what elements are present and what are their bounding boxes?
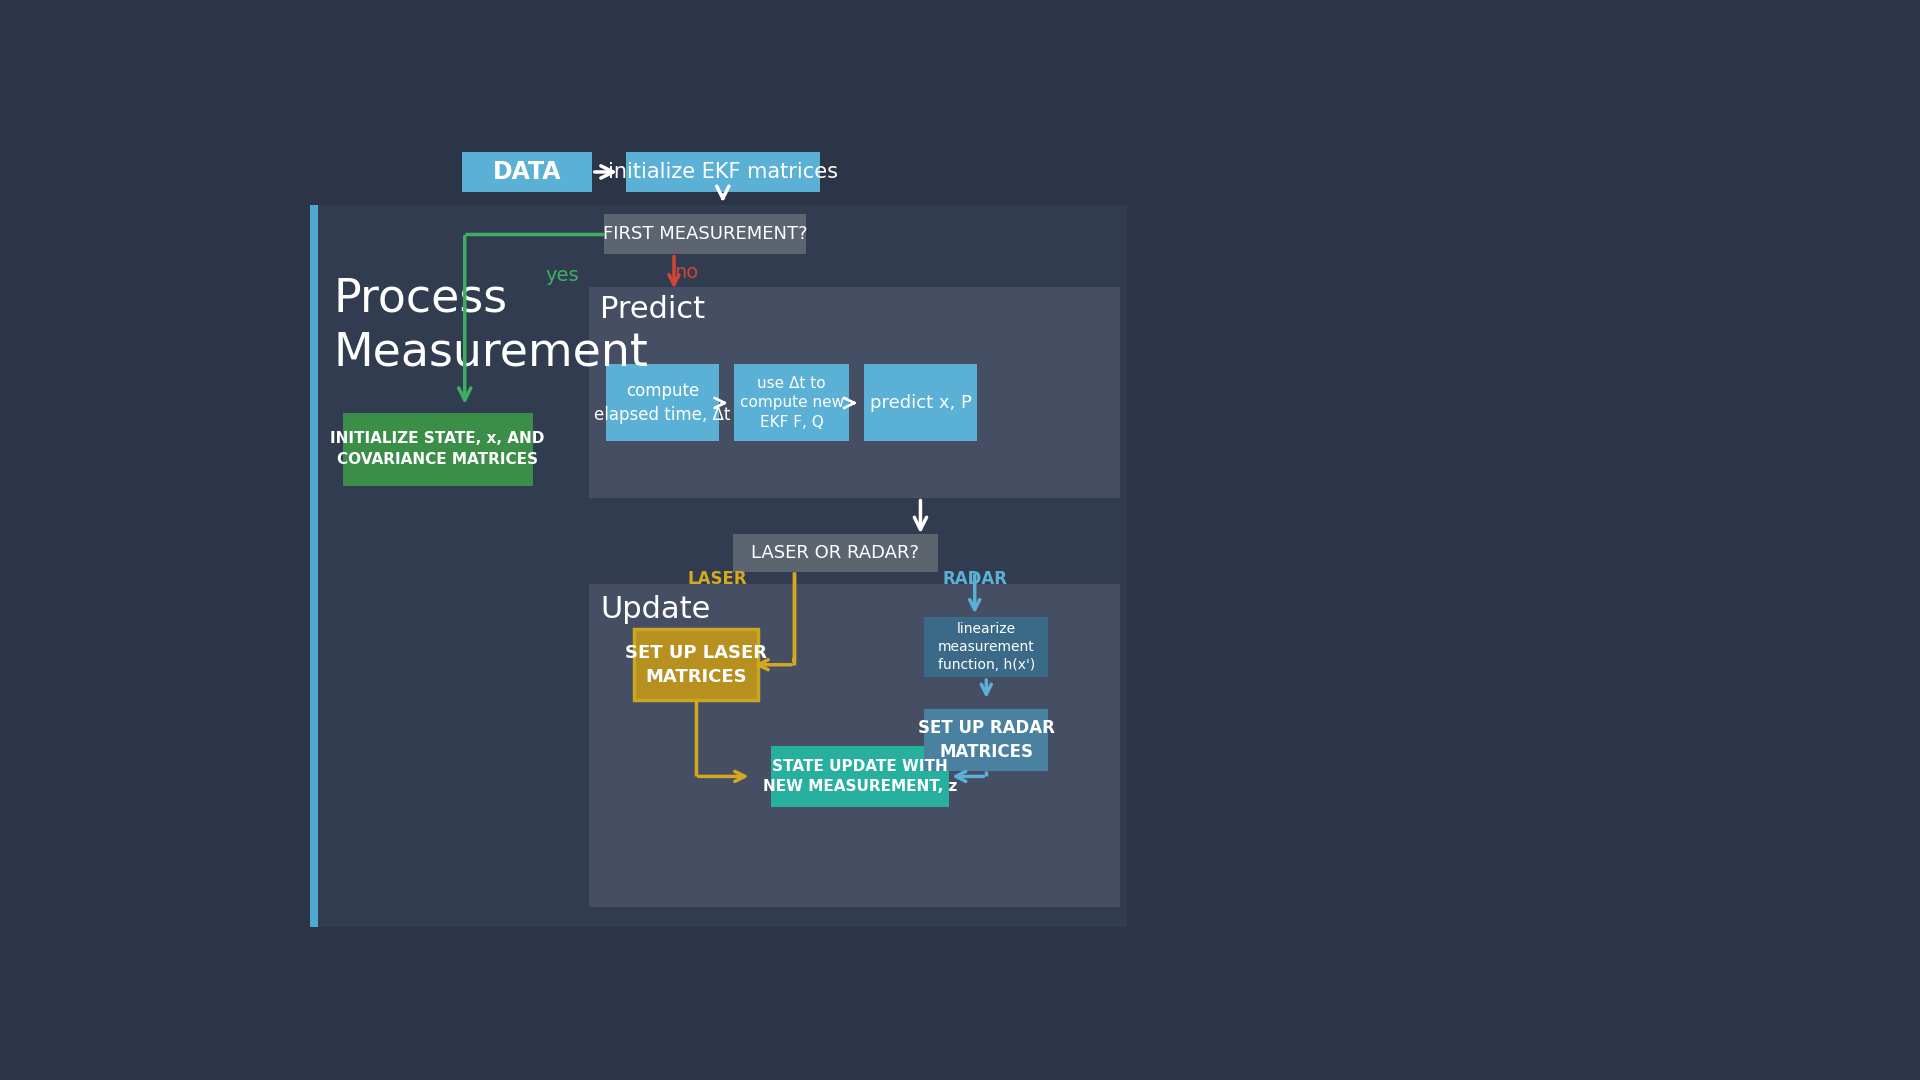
Text: predict x, P: predict x, P <box>870 394 972 411</box>
FancyBboxPatch shape <box>309 205 319 927</box>
Text: INITIALIZE STATE, x, AND
COVARIANCE MATRICES: INITIALIZE STATE, x, AND COVARIANCE MATR… <box>330 431 545 468</box>
FancyBboxPatch shape <box>770 745 948 807</box>
FancyBboxPatch shape <box>735 364 849 442</box>
FancyBboxPatch shape <box>605 214 806 254</box>
Text: LASER: LASER <box>687 570 747 589</box>
Text: STATE UPDATE WITH
NEW MEASUREMENT, z: STATE UPDATE WITH NEW MEASUREMENT, z <box>762 759 958 794</box>
FancyBboxPatch shape <box>733 534 937 572</box>
Text: SET UP RADAR
MATRICES: SET UP RADAR MATRICES <box>918 719 1054 761</box>
Text: linearize
measurement
function, h(x'): linearize measurement function, h(x') <box>937 622 1035 673</box>
Text: RADAR: RADAR <box>943 570 1008 589</box>
Text: initialize EKF matrices: initialize EKF matrices <box>609 162 837 181</box>
Text: FIRST MEASUREMENT?: FIRST MEASUREMENT? <box>603 225 806 243</box>
Text: DATA: DATA <box>493 160 561 184</box>
Text: Update: Update <box>601 595 710 624</box>
FancyBboxPatch shape <box>461 152 591 192</box>
Text: Predict: Predict <box>601 295 705 324</box>
Text: compute
elapsed time, Δt: compute elapsed time, Δt <box>593 382 732 423</box>
FancyBboxPatch shape <box>342 413 532 486</box>
FancyBboxPatch shape <box>607 364 718 442</box>
Text: yes: yes <box>545 267 580 285</box>
Text: Process
Measurement: Process Measurement <box>332 276 647 376</box>
Text: no: no <box>674 264 699 282</box>
FancyBboxPatch shape <box>626 152 820 192</box>
Text: SET UP LASER
MATRICES: SET UP LASER MATRICES <box>624 644 766 686</box>
FancyBboxPatch shape <box>924 710 1048 771</box>
FancyBboxPatch shape <box>309 205 1127 927</box>
FancyBboxPatch shape <box>589 584 1119 907</box>
FancyBboxPatch shape <box>589 287 1119 498</box>
FancyBboxPatch shape <box>924 617 1048 677</box>
Text: use Δt to
compute new
EKF F, Q: use Δt to compute new EKF F, Q <box>739 376 845 430</box>
FancyBboxPatch shape <box>864 364 977 442</box>
Text: LASER OR RADAR?: LASER OR RADAR? <box>751 544 920 562</box>
FancyBboxPatch shape <box>634 630 758 700</box>
